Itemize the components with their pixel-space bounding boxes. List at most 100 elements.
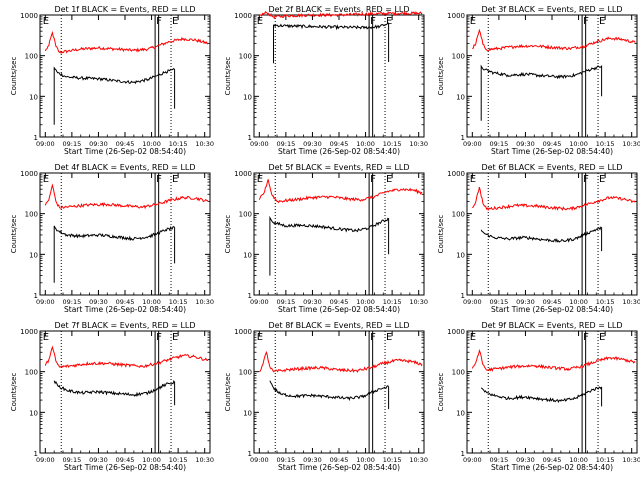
event-marker-label: E	[172, 332, 178, 343]
x-tick-label: 10:30	[622, 456, 640, 464]
x-tick-label: 10:00	[569, 456, 588, 464]
event-marker-label: E	[43, 174, 49, 185]
events-rate-trace	[480, 64, 603, 121]
x-tick-label: 09:45	[543, 140, 562, 148]
x-tick-label: 10:15	[169, 140, 188, 148]
panel-title: Det 1f BLACK = Events, RED = LLD	[54, 5, 195, 14]
events-rate-trace	[53, 66, 176, 125]
y-tick-label: 1	[34, 450, 38, 458]
y-tick-label: 100	[239, 53, 252, 61]
x-tick-label: 09:00	[36, 140, 55, 148]
panel-det-6: Det 6f BLACK = Events, RED = LLD 1 10 100 10…	[437, 163, 640, 314]
lld-rate-trace	[259, 350, 423, 373]
x-axis-label: Start Time (26-Sep-02 08:54:40)	[64, 305, 186, 314]
x-tick-label: 09:30	[303, 298, 322, 306]
x-tick-label: 10:15	[169, 298, 188, 306]
y-tick-label: 1000	[234, 170, 252, 178]
x-tick-label: 09:15	[490, 456, 509, 464]
x-tick-label: 09:30	[516, 298, 535, 306]
event-marker-label: E	[599, 332, 605, 343]
x-tick-label: 10:00	[569, 140, 588, 148]
lld-rate-trace	[472, 28, 636, 52]
x-tick-label: 09:30	[89, 140, 108, 148]
y-tick-label: 100	[25, 53, 38, 61]
x-tick-label: 09:15	[277, 456, 296, 464]
lld-rate-trace	[258, 10, 423, 20]
y-tick-label: 1000	[20, 170, 38, 178]
x-axis-label: Start Time (26-Sep-02 08:54:40)	[278, 147, 400, 156]
event-marker-label: F	[370, 332, 376, 343]
events-rate-trace	[480, 386, 603, 407]
panel-title: Det 9f BLACK = Events, RED = LLD	[481, 321, 622, 330]
x-tick-label: 09:15	[63, 456, 82, 464]
y-tick-label: 1	[34, 292, 38, 300]
panel-det-7: Det 7f BLACK = Events, RED = LLD 1 10 100 10…	[10, 321, 214, 472]
x-tick-label: 09:30	[89, 456, 108, 464]
x-tick-label: 09:15	[63, 140, 82, 148]
x-tick-label: 10:30	[195, 456, 214, 464]
x-axis-label: Start Time (26-Sep-02 08:54:40)	[64, 147, 186, 156]
y-tick-label: 100	[452, 369, 465, 377]
panel-title: Det 3f BLACK = Events, RED = LLD	[481, 5, 622, 14]
y-tick-label: 10	[456, 251, 465, 259]
x-tick-label: 10:30	[195, 298, 214, 306]
x-tick-label: 10:00	[142, 140, 161, 148]
y-axis-label: Counts/sec	[437, 57, 445, 96]
x-tick-label: 09:00	[250, 140, 269, 148]
x-tick-label: 09:15	[63, 298, 82, 306]
event-marker-label: E	[470, 174, 476, 185]
x-tick-label: 09:15	[490, 298, 509, 306]
events-rate-trace	[269, 380, 390, 410]
y-tick-label: 100	[452, 53, 465, 61]
y-axis-label: Counts/sec	[224, 57, 232, 96]
event-marker-label: F	[156, 16, 162, 27]
lld-rate-trace	[471, 348, 636, 372]
y-tick-label: 1	[34, 134, 38, 142]
y-tick-label: 10	[243, 409, 252, 417]
event-marker-label: F	[370, 16, 376, 27]
event-marker-label: E	[257, 332, 263, 343]
panel-title: Det 7f BLACK = Events, RED = LLD	[54, 321, 195, 330]
x-axis-label: Start Time (26-Sep-02 08:54:40)	[491, 147, 613, 156]
panel-det-8: Det 8f BLACK = Events, RED = LLD 1 10 100 10…	[224, 321, 428, 472]
x-tick-label: 10:15	[383, 298, 402, 306]
y-tick-label: 10	[243, 251, 252, 259]
event-marker-label: F	[583, 332, 589, 343]
event-marker-label: F	[156, 174, 162, 185]
y-axis-label: Counts/sec	[437, 373, 445, 412]
events-rate-trace	[53, 225, 176, 283]
event-marker-label: E	[43, 16, 49, 27]
event-marker-label: F	[370, 174, 376, 185]
x-tick-label: 09:00	[36, 298, 55, 306]
event-marker-label: E	[386, 332, 392, 343]
x-tick-label: 09:00	[463, 298, 482, 306]
event-marker-label: E	[599, 16, 605, 27]
y-axis-label: Counts/sec	[224, 373, 232, 412]
lld-rate-trace	[258, 179, 423, 204]
y-tick-label: 1	[461, 134, 465, 142]
plot-frame	[466, 172, 638, 296]
y-tick-label: 1000	[20, 12, 38, 20]
panel-title: Det 2f BLACK = Events, RED = LLD	[268, 5, 409, 14]
x-tick-label: 09:15	[490, 140, 509, 148]
x-tick-label: 10:15	[596, 298, 615, 306]
x-tick-label: 10:00	[356, 140, 375, 148]
x-tick-label: 10:15	[596, 140, 615, 148]
panel-det-5: Det 5f BLACK = Events, RED = LLD 1 10 100 10…	[224, 163, 428, 314]
y-tick-label: 100	[452, 211, 465, 219]
y-axis-label: Counts/sec	[10, 57, 18, 96]
y-tick-label: 1000	[20, 328, 38, 336]
panel-title: Det 4f BLACK = Events, RED = LLD	[54, 163, 195, 172]
x-tick-label: 09:00	[250, 456, 269, 464]
x-tick-label: 10:30	[409, 298, 428, 306]
y-tick-label: 1	[461, 450, 465, 458]
x-tick-label: 10:15	[383, 140, 402, 148]
plot-frame	[253, 14, 425, 138]
x-tick-label: 10:00	[356, 298, 375, 306]
x-axis-label: Start Time (26-Sep-02 08:54:40)	[491, 463, 613, 472]
x-tick-label: 09:15	[277, 298, 296, 306]
x-tick-label: 10:30	[195, 140, 214, 148]
events-rate-trace	[269, 215, 390, 276]
panel-title: Det 6f BLACK = Events, RED = LLD	[481, 163, 622, 172]
event-marker-label: F	[583, 16, 589, 27]
